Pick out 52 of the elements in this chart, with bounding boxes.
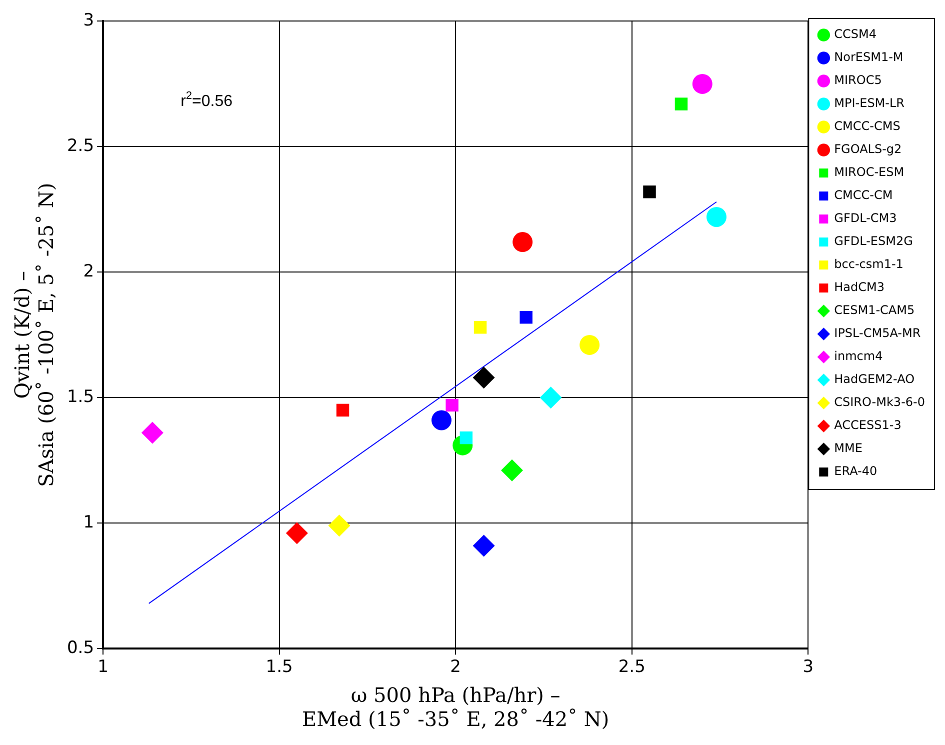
legend-label: HadGEM2-AO (834, 372, 915, 386)
point (512, 232, 533, 252)
legend-label: bcc-csm1-1 (834, 257, 904, 272)
legend-label: CSIRO-Mk3-6-0 (834, 395, 926, 410)
legend-label: FGOALS-g2 (834, 142, 902, 156)
legend-label: CMCC-CM (834, 188, 893, 202)
point (472, 534, 495, 557)
point (706, 206, 726, 227)
x-tick-label: 2 (450, 657, 462, 678)
point (674, 98, 688, 110)
legend-label: GFDL-ESM2G (834, 234, 913, 248)
point (474, 321, 487, 334)
legend-label: GFDL-CM3 (834, 211, 897, 226)
legend-label: CMCC-CMS (834, 119, 900, 134)
legend-label: ACCESS1-3 (834, 418, 902, 432)
point (446, 398, 458, 412)
point (431, 410, 452, 430)
point (328, 514, 350, 537)
y-tick-label: 0.5 (66, 638, 94, 658)
legend-label: HadCM3 (834, 280, 885, 294)
point (692, 74, 712, 94)
point (580, 334, 600, 355)
point (501, 459, 523, 482)
legend-label: CESM1-CAM5 (834, 303, 915, 318)
point (460, 431, 473, 444)
legend-label: NorESM1-M (834, 50, 904, 64)
x-tick-label: 1.5 (266, 657, 293, 678)
x-axis-title: ω 500 hPa (hPa/hr) – EMed (15˚ -35˚ E, 28˚ -42˚ N) (302, 683, 610, 732)
legend-label: MME (834, 441, 862, 456)
point (141, 422, 164, 444)
x-tick-label: 1 (98, 657, 108, 678)
x-tick-label: 2.5 (618, 657, 646, 678)
x-tick-label: 3 (802, 657, 814, 678)
legend-label: CCSM4 (834, 27, 877, 42)
y-tick-label: 1.5 (66, 387, 94, 408)
legend-label: MIROC-ESM (834, 165, 904, 180)
point (286, 522, 308, 544)
legend-label: MPI-ESM-LR (834, 96, 905, 110)
point (643, 185, 656, 198)
y-axis-title: Qvint (K/d) – SAsia (60˚ -100˚ E, 5˚ -25˚ N) (10, 182, 58, 488)
legend-label: inmcm4 (834, 349, 883, 364)
point (520, 310, 532, 324)
point (472, 366, 495, 389)
y-tick-label: 1 (83, 512, 94, 533)
y-tick-label: 2.5 (66, 136, 94, 156)
legend-label: ERA-40 (834, 464, 878, 478)
y-tick-label: 3 (83, 10, 94, 31)
point (336, 404, 350, 417)
legend-label: IPSL-CM5A-MR (834, 326, 921, 340)
y-tick-label: 2 (83, 262, 94, 282)
point (540, 386, 562, 409)
legend-label: MIROC5 (834, 73, 882, 88)
